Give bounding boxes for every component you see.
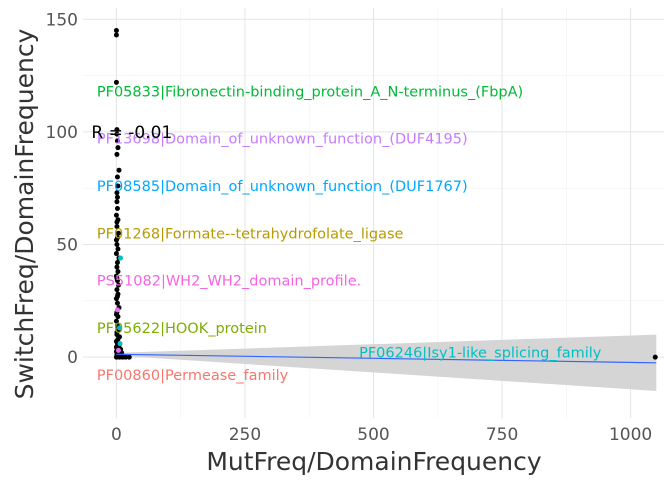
confidence-band-area bbox=[116, 334, 657, 391]
data-point bbox=[114, 194, 120, 200]
data-point bbox=[113, 28, 119, 34]
data-point bbox=[115, 230, 121, 236]
x-tick-label: 250 bbox=[229, 425, 261, 445]
annotation-label: PF01268|Formate--tetrahydrofolate_ligase bbox=[97, 226, 404, 242]
data-point bbox=[114, 264, 120, 270]
annotation-label: PF08585|Domain_of_unknown_function_(DUF1… bbox=[97, 179, 468, 195]
x-axis-title: MutFreq/DomainFrequency bbox=[206, 447, 542, 476]
data-point bbox=[114, 199, 120, 205]
x-axis-ticks: 0 250 500 750 1000 bbox=[111, 425, 652, 445]
data-point bbox=[115, 145, 121, 151]
data-point bbox=[114, 131, 120, 137]
data-point bbox=[113, 318, 119, 324]
x-tick-label: 500 bbox=[357, 425, 389, 445]
y-axis-ticks: 0 50 100 150 bbox=[46, 10, 78, 368]
y-tick-label: 100 bbox=[46, 123, 78, 143]
annotations: PF05833|Fibronectin-binding_protein_A_N-… bbox=[91, 84, 601, 384]
annotation-label: PS51082|WH2_WH2_domain_profile. bbox=[97, 274, 361, 290]
annotation-label: PF00860|Permease_family bbox=[97, 368, 289, 384]
data-point bbox=[114, 224, 120, 230]
x-tick-label: 1000 bbox=[609, 425, 652, 445]
data-point bbox=[114, 138, 120, 144]
data-point bbox=[115, 183, 121, 189]
y-tick-label: 150 bbox=[46, 10, 78, 30]
data-point bbox=[113, 79, 119, 85]
data-point bbox=[114, 293, 120, 299]
data-point bbox=[114, 127, 120, 133]
data-point bbox=[115, 246, 121, 252]
data-point bbox=[114, 260, 120, 266]
data-point bbox=[115, 282, 121, 288]
y-axis-title: SwitchFreq/DomainFrequency bbox=[10, 28, 39, 399]
data-point bbox=[126, 354, 132, 360]
data-point bbox=[113, 32, 119, 38]
data-point bbox=[114, 219, 120, 225]
highlighted-point bbox=[117, 341, 123, 347]
data-point bbox=[116, 167, 122, 173]
correlation-label: R = -0.01 bbox=[91, 123, 172, 143]
data-point bbox=[114, 300, 120, 306]
data-point bbox=[123, 354, 129, 360]
highlighted-point bbox=[114, 307, 120, 313]
data-point bbox=[114, 329, 120, 335]
highlighted-point bbox=[118, 255, 124, 261]
data-point bbox=[114, 174, 120, 180]
annotation-label: PF05622|HOOK_protein bbox=[97, 321, 267, 337]
data-point bbox=[113, 237, 119, 243]
data-point bbox=[114, 242, 120, 248]
y-tick-label: 0 bbox=[67, 348, 78, 368]
data-point bbox=[113, 212, 119, 218]
data-point bbox=[652, 354, 658, 360]
data-point bbox=[115, 269, 121, 275]
annotation-label: PF06246|Isy1-like_splicing_family bbox=[359, 346, 602, 362]
highlighted-point bbox=[117, 325, 123, 331]
regression-line-group bbox=[116, 353, 657, 364]
highlighted-point bbox=[115, 347, 121, 353]
data-point bbox=[113, 311, 119, 317]
data-point bbox=[114, 151, 120, 157]
y-tick-label: 50 bbox=[56, 236, 78, 256]
data-point bbox=[114, 287, 120, 293]
data-point bbox=[113, 251, 119, 257]
x-tick-label: 750 bbox=[486, 425, 518, 445]
data-points bbox=[113, 28, 658, 360]
data-point bbox=[114, 275, 120, 281]
confidence-band bbox=[116, 334, 657, 391]
annotation-label: PF13698|Domain_of_unknown_function_(DUF4… bbox=[97, 132, 468, 148]
annotation-label: PF05833|Fibronectin-binding_protein_A_N-… bbox=[97, 84, 523, 100]
regression-line bbox=[116, 353, 657, 364]
data-point bbox=[114, 205, 120, 211]
data-point bbox=[114, 190, 120, 196]
x-tick-label: 0 bbox=[111, 425, 122, 445]
